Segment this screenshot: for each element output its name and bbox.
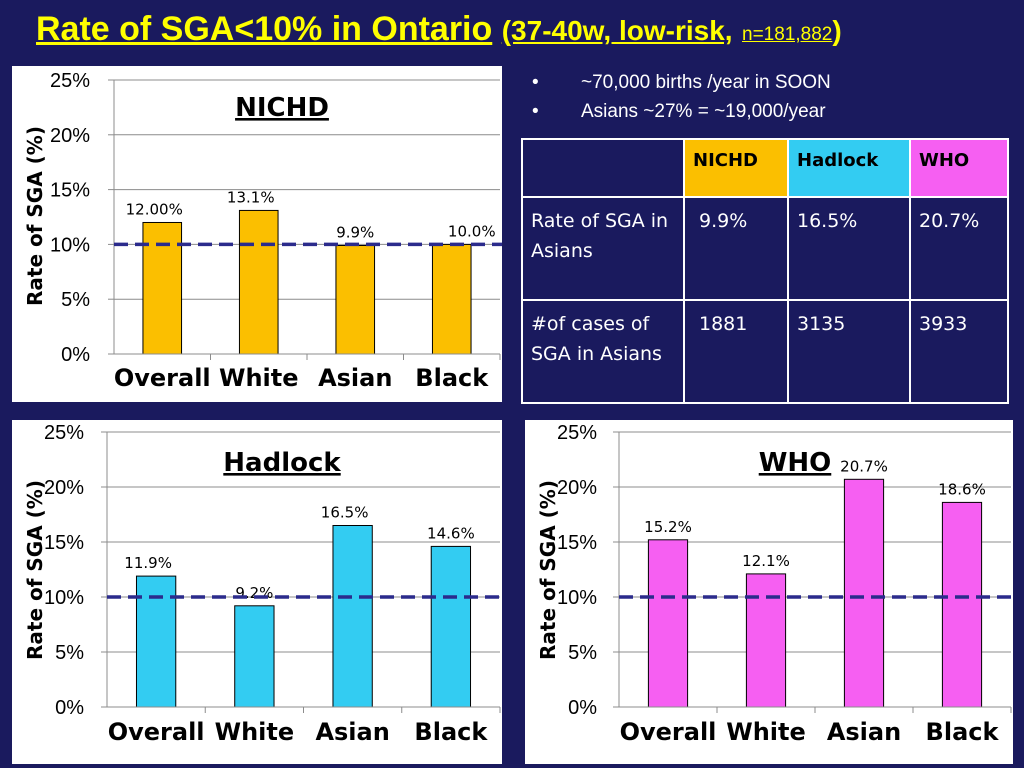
title-main: Rate of SGA<10% in Ontario xyxy=(36,10,493,48)
sga-comparison-table: NICHD Hadlock WHO Rate of SGA in Asians … xyxy=(521,138,1009,404)
data-label: 16.5% xyxy=(321,504,369,522)
data-label: 18.6% xyxy=(938,480,986,498)
y-axis-label: Rate of SGA (%) xyxy=(23,126,47,306)
table-header-empty xyxy=(521,138,685,198)
y-tick-label: 0% xyxy=(55,697,84,719)
title-close-paren: ) xyxy=(832,15,842,46)
bar xyxy=(332,525,373,708)
bar xyxy=(430,545,472,708)
bar xyxy=(335,244,376,355)
data-label: 12.00% xyxy=(126,200,183,218)
y-tick-label: 0% xyxy=(568,697,597,719)
y-tick-label: 10% xyxy=(50,234,90,256)
who-bar-chart: 0% 5% 10% 15% 20% 25% 15.2% Overall 12.1% White 20… xyxy=(536,422,1013,746)
bar xyxy=(941,501,983,708)
data-label: 13.1% xyxy=(227,188,275,206)
y-tick-label: 15% xyxy=(44,532,84,554)
category-label: Overall xyxy=(114,364,211,392)
y-tick-label: 15% xyxy=(557,532,597,554)
y-tick-label: 5% xyxy=(55,642,84,664)
category-label: White xyxy=(726,718,806,746)
table-cell: 3135 xyxy=(787,299,911,404)
y-tick-label: 10% xyxy=(44,587,84,609)
bar xyxy=(843,478,885,708)
nichd-chart-panel: 0% 5% 10% 15% 20% 25% 12.00% Overall 13.1% White 9… xyxy=(12,66,502,402)
data-label: 12.1% xyxy=(742,552,790,570)
y-tick-label: 20% xyxy=(557,477,597,499)
data-label: 9.9% xyxy=(336,223,374,241)
table-header-row: NICHD Hadlock WHO xyxy=(521,138,1009,198)
y-tick-label: 5% xyxy=(61,289,90,311)
hadlock-bar-chart: 0% 5% 10% 15% 20% 25% 11.9% Overall 9.2% White 16.… xyxy=(23,422,502,746)
category-label: Black xyxy=(926,718,1000,746)
chart-title: WHO xyxy=(759,448,832,478)
table-cell: 9.9% xyxy=(683,196,789,301)
y-axis-label: Rate of SGA (%) xyxy=(23,480,47,660)
y-tick-label: 0% xyxy=(61,344,90,366)
title-subtitle: (37-40w, low-risk, xyxy=(501,15,733,46)
y-tick-label: 25% xyxy=(50,70,90,92)
category-label: Asian xyxy=(318,364,392,392)
y-tick-label: 20% xyxy=(50,125,90,147)
bullet-item: • ~70,000 births /year in SOON xyxy=(526,68,1006,97)
bar xyxy=(647,539,689,708)
y-tick-label: 20% xyxy=(44,477,84,499)
bar xyxy=(745,573,787,708)
category-label: Black xyxy=(415,364,489,392)
bar xyxy=(234,605,275,708)
category-label: Black xyxy=(414,718,488,746)
category-label: White xyxy=(219,364,299,392)
y-tick-label: 15% xyxy=(50,180,90,202)
bullet-text: Asians ~27% = ~19,000/year xyxy=(581,101,826,122)
category-label: Asian xyxy=(315,718,389,746)
who-chart-panel: 0% 5% 10% 15% 20% 25% 15.2% Overall 12.1% White 20… xyxy=(525,420,1013,764)
bullet-item: • Asians ~27% = ~19,000/year xyxy=(526,97,1006,126)
data-label: 14.6% xyxy=(427,524,475,542)
title-sample-size: n=181,882 xyxy=(742,24,833,45)
data-label: 15.2% xyxy=(644,518,692,536)
table-header-hadlock: Hadlock xyxy=(787,138,911,198)
data-label: 9.2% xyxy=(235,584,273,602)
nichd-bar-chart: 0% 5% 10% 15% 20% 25% 12.00% Overall 13.1% White 9… xyxy=(23,70,502,392)
table-cell: 1881 xyxy=(683,299,789,404)
table-header-who: WHO xyxy=(909,138,1009,198)
data-label: 10.0% xyxy=(448,222,496,240)
category-label: Asian xyxy=(827,718,901,746)
bar xyxy=(142,221,183,355)
y-axis-label: Rate of SGA (%) xyxy=(536,480,560,660)
data-label: 20.7% xyxy=(840,457,888,475)
y-tick-label: 25% xyxy=(557,422,597,444)
hadlock-chart-panel: 0% 5% 10% 15% 20% 25% 11.9% Overall 9.2% White 16.… xyxy=(12,420,502,764)
data-label: 11.9% xyxy=(124,554,172,572)
bar xyxy=(431,243,472,355)
table-cell: 20.7% xyxy=(909,196,1009,301)
table-cell: 3933 xyxy=(909,299,1009,404)
table-row: Rate of SGA in Asians 9.9% 16.5% 20.7% xyxy=(521,196,1009,301)
table-row-label: #of cases of SGA in Asians xyxy=(521,299,685,404)
bullet-list: • ~70,000 births /year in SOON • Asians … xyxy=(526,68,1006,126)
category-label: Overall xyxy=(620,718,717,746)
bullet-text: ~70,000 births /year in SOON xyxy=(581,72,831,93)
bar xyxy=(238,209,279,355)
table-row-label: Rate of SGA in Asians xyxy=(521,196,685,301)
y-tick-label: 10% xyxy=(557,587,597,609)
chart-title: Hadlock xyxy=(223,448,341,478)
table-cell: 16.5% xyxy=(787,196,911,301)
chart-title: NICHD xyxy=(235,93,329,123)
table-row: #of cases of SGA in Asians 1881 3135 393… xyxy=(521,299,1009,404)
bullet-marker: • xyxy=(532,72,539,93)
category-label: Overall xyxy=(108,718,205,746)
table-header-nichd: NICHD xyxy=(683,138,789,198)
y-tick-label: 25% xyxy=(44,422,84,444)
category-label: White xyxy=(215,718,295,746)
bullet-marker: • xyxy=(532,101,539,122)
page-title: Rate of SGA<10% in Ontario (37-40w, low-… xyxy=(36,4,1016,54)
y-tick-label: 5% xyxy=(568,642,597,664)
